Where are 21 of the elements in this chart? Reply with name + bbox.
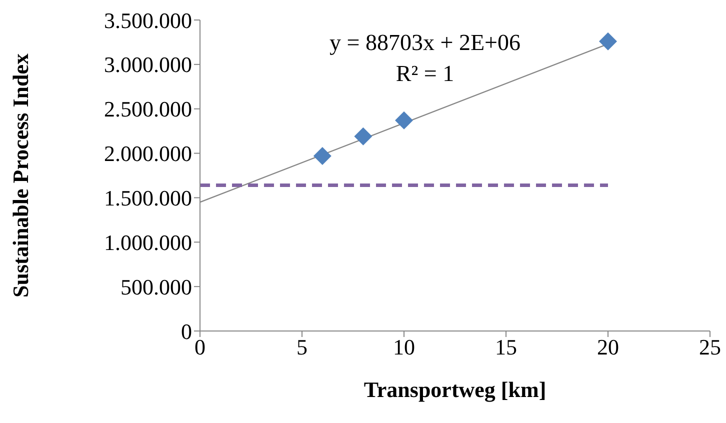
y-tick-label: 500.000	[120, 274, 192, 300]
x-tick-label: 5	[296, 334, 308, 360]
x-tick-label: 20	[597, 334, 619, 360]
y-tick-label: 1.000.000	[104, 230, 192, 255]
y-axis-title: Sustainable Process Index	[8, 53, 33, 298]
y-tick-label: 3.000.000	[104, 52, 192, 78]
y-tick-label: 0	[181, 318, 192, 344]
y-tick-label: 2.500.000	[104, 96, 192, 122]
point	[354, 127, 372, 146]
x-tick-label: 10	[393, 334, 415, 360]
annotation: y = 88703x + 2E+06	[330, 30, 520, 55]
x-tick-label: 15	[495, 334, 517, 360]
annotation: R² = 1	[396, 61, 454, 86]
x-axis-title: Transportweg [km]	[364, 377, 546, 402]
x-tick-label: 25	[699, 334, 721, 360]
y-tick-label: 3.500.000	[104, 8, 192, 33]
point	[313, 146, 332, 165]
point	[395, 111, 413, 130]
y-tick-label: 1.500.000	[104, 186, 192, 211]
y-tick-label: 2.000.000	[104, 141, 192, 166]
point	[599, 32, 617, 50]
